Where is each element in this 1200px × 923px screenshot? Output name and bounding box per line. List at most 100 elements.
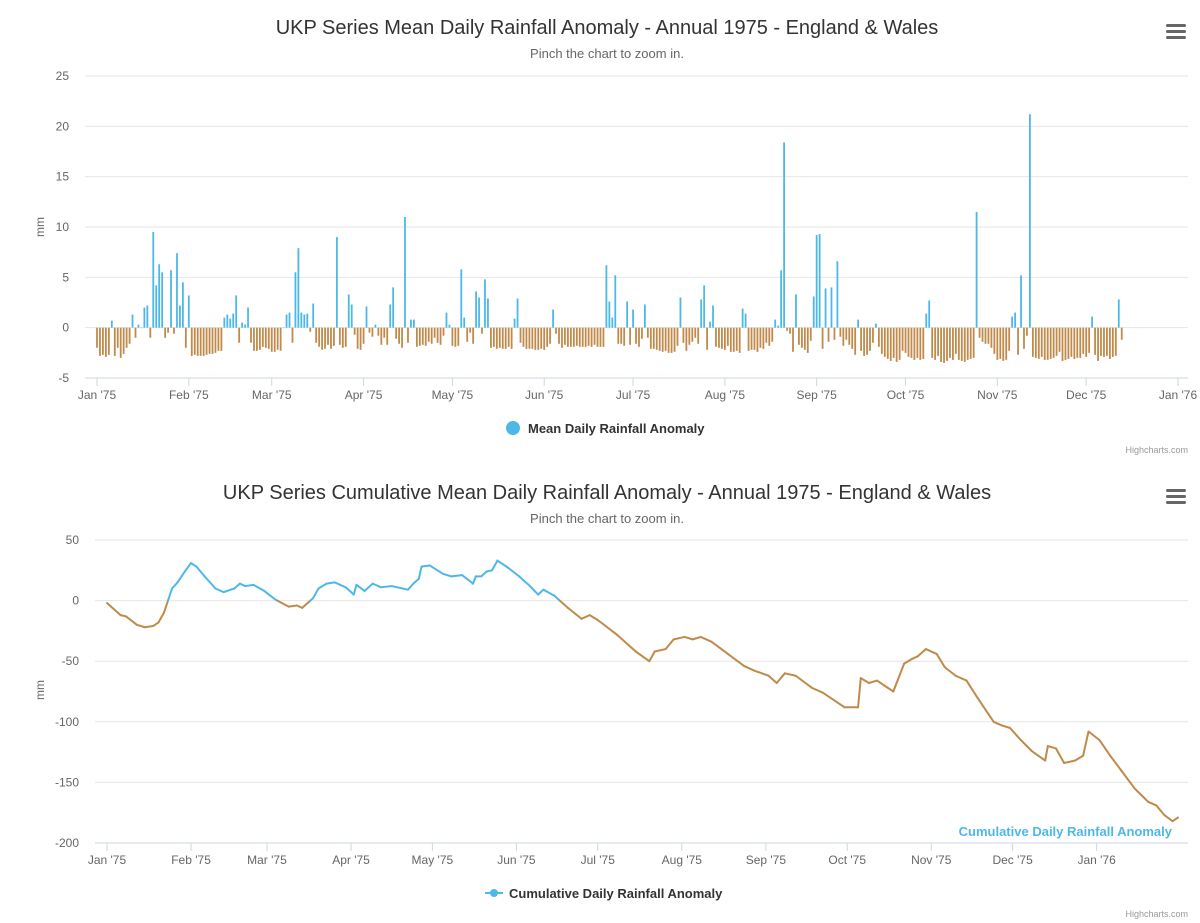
rainfall-bar[interactable] (410, 319, 412, 328)
rainfall-bar[interactable] (842, 327, 845, 346)
rainfall-bar[interactable] (362, 327, 365, 344)
cumulative-line-segment[interactable] (1087, 730, 1101, 741)
rainfall-bar[interactable] (421, 327, 424, 345)
cumulative-line-segment[interactable] (588, 614, 599, 621)
rainfall-bar[interactable] (771, 327, 774, 342)
rainfall-bar[interactable] (747, 327, 750, 351)
rainfall-bar[interactable] (306, 313, 309, 328)
rainfall-bar[interactable] (261, 327, 264, 347)
rainfall-bar[interactable] (430, 327, 433, 344)
rainfall-bar[interactable] (1064, 327, 1067, 360)
cumulative-line-segment[interactable] (566, 606, 583, 620)
cumulative-line-segment[interactable] (214, 587, 225, 594)
rainfall-bar[interactable] (196, 327, 199, 356)
cumulative-line-segment[interactable] (190, 562, 198, 568)
rainfall-bar[interactable] (155, 285, 158, 328)
rainfall-bar[interactable] (943, 327, 945, 363)
rainfall-bar[interactable] (199, 327, 202, 356)
chart-2-legend[interactable]: Cumulative Daily Rainfall Anomaly (485, 886, 723, 901)
cumulative-line-segment[interactable] (344, 586, 355, 596)
rainfall-bar[interactable] (525, 327, 528, 349)
cumulative-line-segment[interactable] (162, 599, 170, 614)
rainfall-bar[interactable] (809, 327, 812, 341)
rainfall-bar[interactable] (999, 327, 1002, 359)
rainfall-bar[interactable] (460, 269, 463, 328)
rainfall-bar[interactable] (179, 305, 181, 328)
rainfall-bar[interactable] (756, 327, 759, 352)
rainfall-bar[interactable] (279, 327, 282, 351)
cumulative-line-segment[interactable] (157, 611, 165, 624)
cumulative-line-segment[interactable] (406, 582, 415, 591)
rainfall-bar[interactable] (744, 313, 747, 328)
rainfall-bar[interactable] (798, 327, 800, 345)
rainfall-bar[interactable] (241, 322, 244, 328)
chart-1-credits[interactable]: Highcharts.com (1125, 445, 1188, 455)
cumulative-line-segment[interactable] (276, 599, 290, 608)
rainfall-bar[interactable] (975, 211, 978, 328)
cumulative-line-segment[interactable] (222, 587, 236, 594)
cumulative-line-segment[interactable] (450, 574, 464, 578)
rainfall-bar[interactable] (824, 288, 827, 328)
cumulative-line-segment[interactable] (754, 669, 770, 677)
rainfall-bar[interactable] (1108, 327, 1111, 359)
rainfall-bar[interactable] (300, 312, 303, 328)
cumulative-line-segment[interactable] (1000, 724, 1011, 729)
rainfall-bar[interactable] (158, 264, 161, 328)
rainfall-bar[interactable] (102, 327, 104, 355)
rainfall-bar[interactable] (392, 287, 395, 328)
rainfall-bar[interactable] (1114, 327, 1117, 356)
rainfall-bar[interactable] (365, 306, 368, 328)
rainfall-bar[interactable] (993, 327, 996, 354)
chart-1-legend-label[interactable]: Mean Daily Rainfall Anomaly (528, 421, 705, 436)
cumulative-line-segment[interactable] (821, 691, 835, 701)
cumulative-line-segment[interactable] (1147, 800, 1158, 807)
rainfall-bar[interactable] (238, 327, 241, 343)
rainfall-bar[interactable] (258, 327, 261, 350)
rainfall-bar[interactable] (522, 327, 525, 347)
cumulative-line-segment[interactable] (325, 581, 336, 585)
rainfall-bar[interactable] (750, 327, 753, 350)
rainfall-bar[interactable] (401, 327, 403, 348)
rainfall-bar[interactable] (830, 287, 833, 328)
rainfall-bar[interactable] (347, 294, 350, 328)
cumulative-line-segment[interactable] (528, 585, 540, 596)
rainfall-bar[interactable] (963, 327, 966, 362)
rainfall-bar[interactable] (285, 314, 288, 328)
rainfall-bar[interactable] (116, 327, 119, 348)
rainfall-bar[interactable] (555, 327, 557, 334)
rainfall-bar[interactable] (1008, 327, 1011, 351)
rainfall-bar[interactable] (694, 327, 697, 338)
rainfall-bar[interactable] (181, 282, 184, 328)
cumulative-line-segment[interactable] (683, 635, 694, 641)
cumulative-line-segment[interactable] (390, 585, 404, 590)
cumulative-line-segment[interactable] (691, 635, 702, 641)
rainfall-bar[interactable] (578, 327, 581, 347)
rainfall-bar[interactable] (957, 327, 960, 360)
rainfall-bar[interactable] (839, 327, 842, 337)
rainfall-bar[interactable] (250, 327, 252, 343)
cumulative-line-segment[interactable] (1155, 804, 1166, 817)
rainfall-bar[interactable] (753, 327, 756, 350)
cumulative-line-segment[interactable] (287, 604, 298, 608)
rainfall-bar[interactable] (845, 327, 848, 340)
cumulative-line-segment[interactable] (924, 648, 938, 655)
cumulative-line-segment[interactable] (263, 589, 277, 601)
rainfall-bar[interactable] (1058, 327, 1061, 352)
rainfall-bar[interactable] (1111, 327, 1114, 357)
cumulative-line-segment[interactable] (596, 618, 618, 636)
rainfall-bar[interactable] (584, 327, 587, 347)
rainfall-bar[interactable] (818, 234, 821, 328)
rainfall-bar[interactable] (949, 327, 951, 358)
rainfall-bar[interactable] (1043, 327, 1046, 360)
rainfall-bar[interactable] (424, 327, 427, 346)
rainfall-bar[interactable] (783, 142, 785, 328)
rainfall-bar[interactable] (762, 327, 765, 349)
cumulative-line-segment[interactable] (106, 602, 122, 617)
rainfall-bar[interactable] (338, 327, 341, 345)
rainfall-bar[interactable] (173, 327, 175, 334)
rainfall-bar[interactable] (543, 327, 546, 350)
rainfall-bar[interactable] (922, 327, 925, 359)
rainfall-bar[interactable] (952, 327, 954, 360)
rainfall-bar[interactable] (1091, 316, 1094, 328)
rainfall-bar[interactable] (350, 304, 353, 328)
